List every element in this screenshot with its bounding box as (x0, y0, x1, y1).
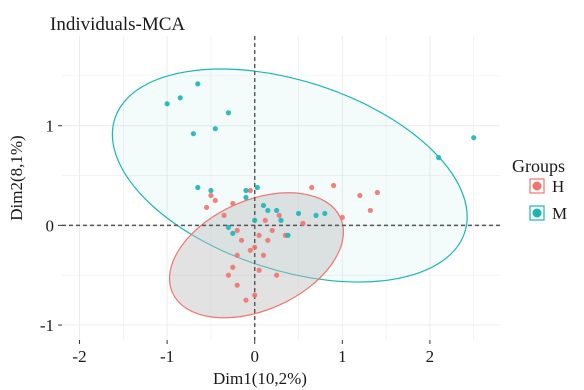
x-ticks: -2 -1 0 1 2 (72, 340, 434, 366)
point-h (225, 272, 232, 278)
point-m (243, 194, 249, 201)
point-m (278, 217, 284, 223)
point-m (243, 187, 249, 194)
point-m (322, 210, 328, 217)
point-h (260, 252, 267, 258)
chart-title: Individuals-MCA (50, 14, 185, 35)
point-h (339, 214, 345, 221)
point-h (252, 292, 258, 298)
legend-item-h: H (529, 177, 564, 196)
point-m (190, 131, 196, 137)
point-h (230, 264, 236, 270)
point-m (254, 184, 260, 191)
point-h (256, 267, 262, 273)
point-m (208, 187, 214, 194)
point-m (252, 217, 258, 223)
y-tick-label: 1 (46, 117, 55, 136)
point-m (212, 126, 218, 132)
point-h (208, 192, 214, 199)
point-h (234, 252, 240, 258)
point-h (230, 200, 236, 207)
point-h (203, 204, 210, 211)
point-h (247, 247, 253, 253)
point-h (243, 297, 249, 303)
point-h (262, 217, 268, 223)
point-m (225, 224, 232, 230)
reference-lines (62, 36, 500, 340)
point-h (247, 187, 253, 194)
y-ticks: -1 0 1 (40, 117, 62, 335)
point-h (265, 237, 271, 243)
point-h (238, 237, 245, 243)
points (164, 81, 477, 303)
legend: Groups H M (512, 156, 567, 223)
y-tick-label: -1 (40, 316, 54, 335)
point-h (300, 220, 306, 226)
y-tick-label: 0 (46, 216, 55, 235)
legend-item-m: M (529, 204, 567, 223)
point-m (265, 207, 271, 214)
point-m (436, 155, 442, 161)
point-m (295, 210, 302, 217)
ellipse-m (111, 68, 468, 283)
point-h (252, 244, 258, 250)
x-tick-label: 1 (338, 347, 347, 366)
x-tick-label: 2 (426, 347, 435, 366)
point-h (256, 232, 262, 238)
point-h (309, 184, 315, 191)
point-h (367, 207, 373, 214)
point-m (274, 207, 280, 214)
point-h (221, 212, 227, 219)
legend-label-m: M (552, 204, 567, 223)
ellipses (111, 68, 468, 319)
legend-label-h: H (552, 177, 564, 196)
x-tick-label: -2 (72, 347, 86, 366)
point-m (164, 101, 170, 107)
x-tick-label: -1 (160, 347, 174, 366)
point-m (313, 212, 319, 219)
legend-dot-m (532, 208, 542, 218)
legend-dot-h (532, 181, 542, 191)
point-h (274, 272, 280, 278)
point-h (212, 197, 218, 204)
point-h (234, 282, 240, 288)
point-m (471, 135, 477, 141)
legend-title: Groups (512, 156, 565, 176)
point-h (374, 189, 380, 196)
point-m (177, 95, 183, 101)
point-m (195, 81, 201, 87)
point-m (225, 110, 232, 116)
point-m (285, 232, 291, 238)
x-tick-label: 0 (250, 347, 259, 366)
point-h (330, 182, 337, 189)
point-h (276, 212, 282, 219)
point-h (269, 227, 275, 233)
point-m (230, 230, 236, 236)
point-h (357, 192, 363, 199)
point-m (195, 184, 201, 191)
point-m (260, 202, 267, 209)
point-h (234, 227, 240, 233)
y-axis-label: Dim2(8,1%) (7, 135, 26, 220)
x-axis-label: Dim1(10,2%) (213, 369, 307, 388)
